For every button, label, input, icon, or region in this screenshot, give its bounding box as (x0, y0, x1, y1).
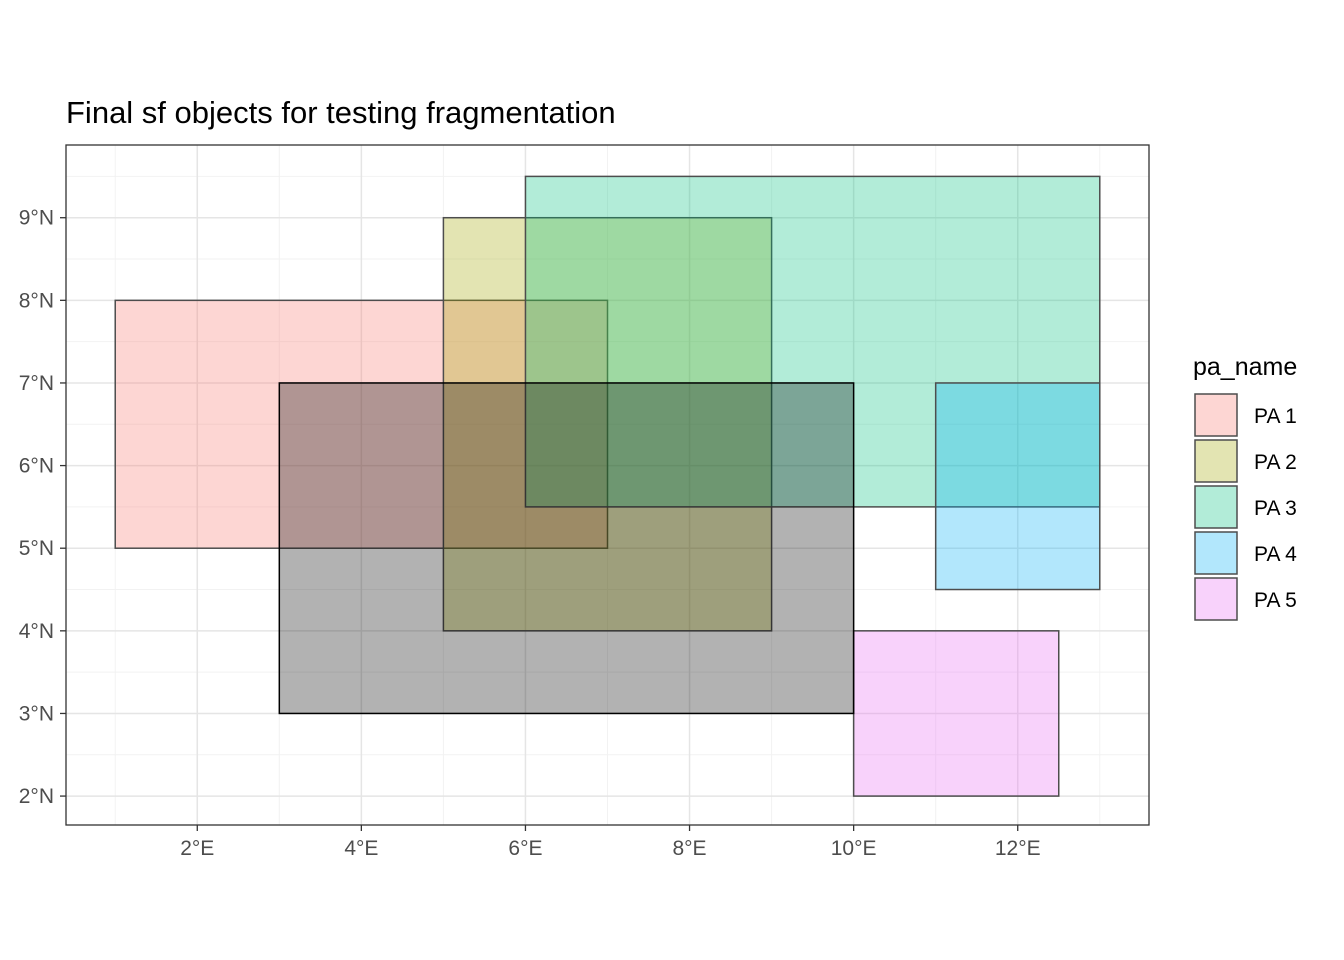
polygon-pa-2 (442, 216, 773, 632)
legend-title: pa_name (1193, 353, 1297, 381)
legend: pa_name PA 1 PA 2 PA 3 PA 4 PA 5 (1193, 353, 1297, 621)
x-tick-label: 12°E (995, 837, 1041, 860)
y-tick-label: 9°N (19, 207, 54, 230)
y-tick-label: 8°N (19, 289, 54, 312)
x-tick-label: 8°E (672, 837, 706, 860)
x-tick-label: 10°E (831, 837, 877, 860)
legend-label-2: PA 2 (1254, 451, 1297, 474)
chart-title: Final sf objects for testing fragmentati… (66, 95, 616, 130)
legend-label-3: PA 3 (1254, 497, 1297, 520)
legend-key-5 (1194, 577, 1238, 621)
y-tick-label: 5°N (19, 537, 54, 560)
x-axis: 2°E 4°E 6°E 8°E 10°E 12°E (180, 825, 1041, 860)
legend-key-4 (1194, 531, 1238, 575)
polygon-pa-3 (524, 175, 1101, 508)
y-axis: 2°N 3°N 4°N 5°N 6°N 7°N 8°N 9°N (19, 207, 66, 808)
y-tick-label: 7°N (19, 372, 54, 395)
legend-label-4: PA 4 (1254, 543, 1297, 566)
x-tick-label: 4°E (344, 837, 378, 860)
y-tick-label: 4°N (19, 620, 54, 643)
x-tick-label: 2°E (180, 837, 214, 860)
legend-key-1 (1194, 393, 1238, 437)
polygon-unnamed (278, 382, 855, 715)
legend-key-3 (1194, 485, 1238, 529)
panel-border (65, 144, 1150, 826)
polygons (114, 175, 1101, 797)
polygon-pa-4 (934, 382, 1101, 591)
x-tick-label: 6°E (508, 837, 542, 860)
y-tick-label: 6°N (19, 455, 54, 478)
y-tick-label: 2°N (19, 785, 54, 808)
y-tick-label: 3°N (19, 702, 54, 725)
legend-label-5: PA 5 (1254, 589, 1297, 612)
legend-key-2 (1194, 439, 1238, 483)
polygon-pa-5 (852, 630, 1060, 797)
legend-label-1: PA 1 (1254, 405, 1297, 428)
